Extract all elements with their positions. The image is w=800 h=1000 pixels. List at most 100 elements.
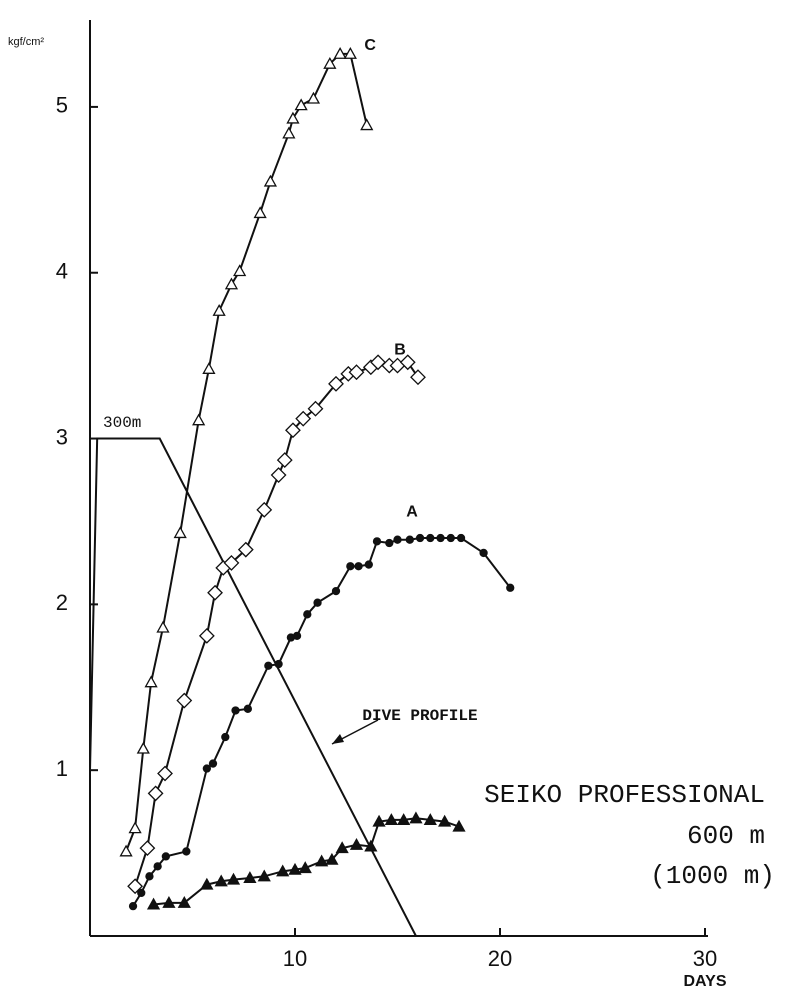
point bbox=[384, 813, 398, 825]
point bbox=[176, 692, 193, 709]
point bbox=[253, 206, 267, 219]
point bbox=[325, 852, 339, 865]
point bbox=[452, 819, 466, 832]
point bbox=[257, 869, 271, 882]
depth-label: 300m bbox=[103, 414, 141, 432]
point bbox=[182, 847, 191, 856]
point bbox=[436, 533, 445, 543]
point bbox=[137, 888, 146, 898]
point bbox=[212, 304, 226, 316]
point bbox=[128, 902, 138, 911]
point bbox=[506, 583, 515, 592]
point bbox=[231, 706, 240, 715]
x-tick-label: 20 bbox=[488, 946, 512, 971]
point bbox=[207, 584, 223, 601]
line bbox=[153, 817, 460, 906]
point bbox=[147, 785, 164, 802]
y-tick-label: 2 bbox=[56, 590, 68, 615]
point bbox=[153, 862, 162, 871]
arrow-head bbox=[332, 734, 344, 744]
x-tick-label: 10 bbox=[283, 946, 307, 971]
x-tick-label: 30 bbox=[693, 946, 717, 971]
line bbox=[89, 437, 417, 937]
point bbox=[224, 277, 239, 290]
point bbox=[146, 897, 161, 910]
y-axis-label: kgf/cm² bbox=[8, 36, 44, 48]
point bbox=[177, 895, 191, 908]
point bbox=[303, 610, 312, 619]
point bbox=[119, 844, 133, 857]
point bbox=[200, 877, 214, 890]
point bbox=[202, 764, 212, 773]
point bbox=[415, 533, 425, 543]
point bbox=[364, 560, 373, 569]
point bbox=[372, 814, 386, 827]
point bbox=[323, 56, 337, 69]
point bbox=[306, 91, 321, 104]
point bbox=[372, 537, 382, 546]
point bbox=[285, 422, 301, 439]
point bbox=[274, 659, 283, 669]
point bbox=[456, 533, 466, 543]
point bbox=[370, 354, 386, 371]
point bbox=[264, 661, 273, 670]
point bbox=[348, 364, 365, 381]
point bbox=[354, 562, 363, 571]
point bbox=[399, 354, 416, 371]
annotation: SEIKO PROFESSIONAL bbox=[484, 780, 765, 810]
point bbox=[393, 535, 402, 544]
y-tick-label: 1 bbox=[56, 756, 68, 781]
point bbox=[276, 452, 293, 469]
series-label: A bbox=[406, 503, 418, 520]
point bbox=[479, 548, 488, 558]
point bbox=[328, 375, 344, 392]
point bbox=[276, 864, 290, 877]
x-axis-label: DAYS bbox=[684, 973, 727, 990]
point bbox=[349, 837, 364, 850]
point bbox=[292, 631, 302, 641]
point bbox=[315, 854, 329, 867]
point bbox=[208, 759, 218, 768]
point bbox=[136, 741, 150, 754]
point bbox=[294, 98, 308, 111]
point bbox=[286, 111, 300, 124]
annotation: 600 m bbox=[687, 821, 765, 851]
point bbox=[409, 811, 423, 824]
point bbox=[157, 765, 173, 782]
point bbox=[202, 362, 216, 374]
point bbox=[346, 562, 355, 571]
point bbox=[313, 598, 322, 607]
point bbox=[161, 852, 171, 861]
point bbox=[410, 369, 426, 386]
y-tick-label: 4 bbox=[56, 259, 68, 284]
point bbox=[397, 813, 411, 825]
point bbox=[198, 627, 215, 644]
point bbox=[223, 554, 240, 571]
point bbox=[156, 620, 170, 633]
point bbox=[237, 541, 254, 558]
point bbox=[139, 840, 156, 857]
dive-profile-label: DIVE PROFILE bbox=[362, 707, 477, 725]
point bbox=[331, 586, 341, 596]
series-label: C bbox=[364, 37, 376, 54]
point bbox=[127, 878, 144, 895]
point bbox=[426, 533, 435, 543]
point bbox=[270, 467, 287, 483]
point bbox=[405, 535, 414, 544]
y-tick-label: 3 bbox=[56, 424, 68, 449]
point bbox=[333, 47, 347, 59]
point bbox=[144, 675, 158, 688]
point bbox=[295, 410, 312, 427]
point bbox=[162, 895, 176, 908]
point bbox=[298, 861, 312, 874]
line bbox=[134, 361, 419, 887]
y-tick-label: 5 bbox=[56, 93, 68, 118]
line bbox=[125, 52, 368, 852]
point bbox=[385, 538, 394, 548]
point bbox=[423, 813, 437, 825]
point bbox=[243, 871, 257, 884]
point bbox=[364, 839, 378, 852]
point bbox=[192, 413, 206, 426]
point bbox=[446, 533, 455, 543]
annotation: (1000 m) bbox=[650, 861, 775, 891]
